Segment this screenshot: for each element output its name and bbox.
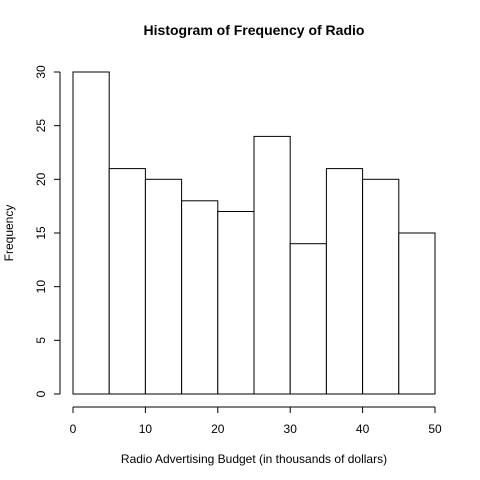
bars-group	[72, 71, 436, 395]
y-axis: 0 5 10 15 20 25 30	[34, 65, 61, 397]
histogram-bar-1	[72, 71, 110, 395]
histogram-bar-5	[217, 211, 255, 395]
x-tick-label: 40	[356, 422, 370, 436]
y-tick-label: 15	[34, 226, 48, 240]
y-tick-label: 5	[34, 337, 48, 344]
histogram-bar-9	[362, 178, 400, 395]
x-tick-label: 30	[284, 422, 298, 436]
x-tick-label: 20	[211, 422, 225, 436]
y-tick-label: 10	[34, 280, 48, 294]
histogram-bar-8	[325, 168, 364, 395]
histogram-bar-4	[181, 200, 219, 395]
y-axis-label: Frequency	[2, 205, 16, 262]
y-tick-label: 30	[34, 65, 48, 79]
y-tick-label: 25	[34, 119, 48, 133]
x-axis-label: Radio Advertising Budget (in thousands o…	[121, 452, 387, 466]
x-tick-label: 50	[428, 422, 442, 436]
x-axis: 0 10 20 30 40 50	[70, 406, 442, 436]
histogram-bar-10	[398, 232, 436, 395]
x-tick-label: 10	[139, 422, 153, 436]
y-tick-label: 20	[34, 172, 48, 186]
chart-title: Histogram of Frequency of Radio	[144, 22, 365, 38]
x-tick-label: 0	[70, 422, 77, 436]
y-tick-label: 0	[34, 390, 48, 397]
histogram-bar-6	[253, 135, 291, 395]
histogram-bar-7	[289, 243, 327, 395]
histogram-bar-3	[144, 178, 183, 395]
histogram-bar-2	[108, 168, 146, 395]
